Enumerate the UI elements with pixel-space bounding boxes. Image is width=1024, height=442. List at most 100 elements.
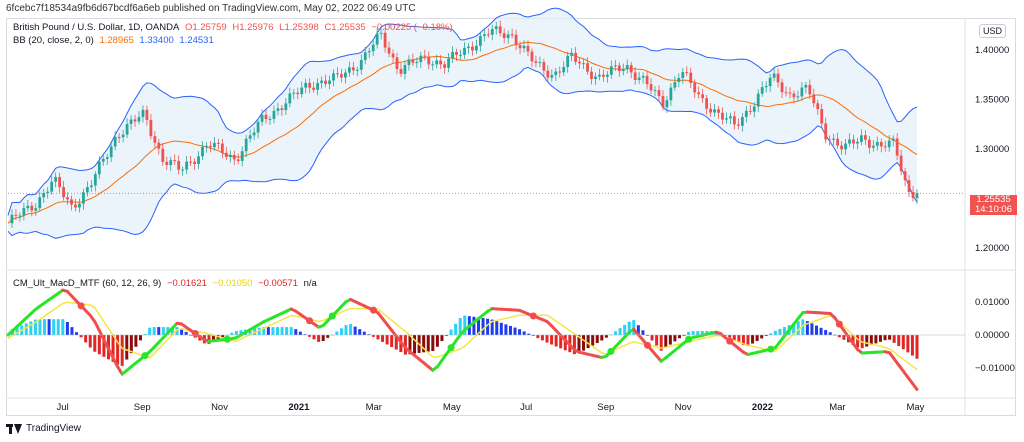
candle-body: [840, 145, 843, 150]
candle-body: [30, 205, 34, 211]
macd-histogram-bar: [700, 331, 704, 335]
macd-histogram-bar: [732, 335, 736, 341]
candle-body: [411, 59, 415, 63]
tradingview-logo-icon: [6, 423, 22, 434]
candle-body: [427, 56, 431, 65]
candle-body: [145, 109, 149, 121]
macd-histogram-bar: [741, 335, 745, 346]
candle-body: [542, 62, 546, 71]
macd-histogram-bar: [751, 335, 755, 344]
candle-body: [832, 138, 836, 140]
macd-histogram-bar: [175, 327, 179, 335]
candle-body: [649, 84, 653, 91]
candle-body: [141, 109, 145, 118]
macd-histogram-bar: [883, 335, 887, 341]
macd-histogram-bar: [394, 335, 398, 350]
macd-histogram-bar: [810, 323, 814, 335]
macd-histogram-bar: [38, 319, 42, 335]
macd-axis-label: 0.01000: [975, 297, 1009, 308]
macd-cross-dot: [369, 306, 377, 314]
macd-histogram-bar: [321, 335, 325, 342]
macd-histogram-bar: [102, 335, 106, 357]
macd-histogram-bar: [591, 335, 595, 346]
macd-histogram-bar: [257, 327, 261, 335]
high-value: H1.25976: [232, 22, 274, 33]
close-value: C1.25535: [324, 22, 366, 33]
bb-mid: 1.28965: [99, 35, 134, 46]
macd-histogram-bar: [746, 335, 750, 347]
macd-histogram-bar: [307, 335, 311, 337]
candle-body: [590, 71, 593, 80]
macd-histogram-bar: [623, 324, 627, 335]
candle-body: [594, 76, 597, 80]
macd-label[interactable]: CM_Ult_MacD_MTF (60, 12, 26, 9): [13, 278, 162, 289]
currency-button[interactable]: USD: [979, 24, 1007, 38]
candle-body: [395, 57, 399, 70]
macd-histogram-bar: [440, 335, 444, 341]
candle-body: [871, 145, 875, 148]
main-legend: British Pound / U.S. Dollar, 1D, OANDA O…: [13, 22, 456, 33]
macd-histogram-bar: [504, 324, 508, 335]
price-axis-label: 1.20000: [975, 243, 1009, 254]
candle-body: [50, 181, 54, 192]
candle-body: [689, 72, 693, 83]
candle-body: [562, 67, 566, 73]
candle-body: [772, 73, 776, 78]
candle-body: [58, 176, 62, 188]
candle-body: [875, 141, 879, 146]
macd-histogram-bar: [655, 335, 659, 346]
candle-body: [276, 108, 280, 111]
candle-body: [899, 155, 903, 172]
candle-body: [534, 61, 538, 63]
candle-body: [852, 139, 855, 144]
candle-body: [42, 193, 46, 198]
candle-body: [316, 83, 320, 90]
footer-brand[interactable]: TradingView: [6, 423, 81, 434]
candle-body: [617, 65, 621, 71]
macd-histogram-bar: [559, 335, 563, 349]
bb-lower-band: [7, 66, 918, 239]
candle-body: [558, 71, 562, 73]
macd-value-4: n/a: [303, 278, 317, 289]
macd-histogram-bar: [61, 319, 65, 335]
candle-body: [312, 87, 316, 90]
macd-histogram-bar: [888, 335, 892, 340]
candle-body: [264, 114, 268, 120]
macd-cross-dot: [835, 320, 843, 328]
candle-body: [578, 61, 581, 64]
macd-histogram-bar: [422, 335, 426, 353]
macd-histogram-bar: [540, 335, 544, 341]
candle-body: [133, 119, 137, 122]
macd-histogram-bar: [513, 327, 517, 335]
macd-histogram-bar: [97, 335, 101, 355]
candle-body: [744, 110, 748, 117]
candle-body: [605, 74, 609, 77]
macd-histogram-bar: [285, 327, 289, 335]
candle-body: [117, 136, 121, 138]
macd-histogram-bar: [837, 335, 841, 338]
macd-histogram-bar: [445, 335, 449, 336]
candle-body: [347, 67, 351, 73]
macd-axis-label: −0.01000: [975, 363, 1015, 374]
candle-body: [292, 92, 296, 94]
candle-body: [280, 108, 284, 111]
candle-body: [435, 60, 439, 65]
macd-histogram-bar: [276, 327, 280, 335]
candle-body: [665, 100, 669, 108]
macd-histogram-bar: [143, 334, 147, 335]
macd-histogram-bar: [413, 335, 417, 354]
macd-histogram-bar: [367, 334, 371, 336]
bb-label[interactable]: BB (20, close, 2, 0): [13, 35, 94, 46]
macd-histogram-bar: [518, 329, 522, 335]
macd-histogram-bar: [15, 327, 19, 335]
macd-histogram-bar: [262, 327, 266, 335]
candle-body: [328, 80, 331, 85]
candle-body: [129, 119, 133, 124]
symbol-title[interactable]: British Pound / U.S. Dollar, 1D, OANDA: [13, 22, 180, 33]
macd-histogram-bar: [472, 316, 476, 335]
macd-line-segment: [93, 320, 101, 333]
time-axis-label: Jul: [520, 402, 532, 413]
candle-body: [506, 34, 510, 38]
macd-histogram-bar: [248, 328, 252, 335]
